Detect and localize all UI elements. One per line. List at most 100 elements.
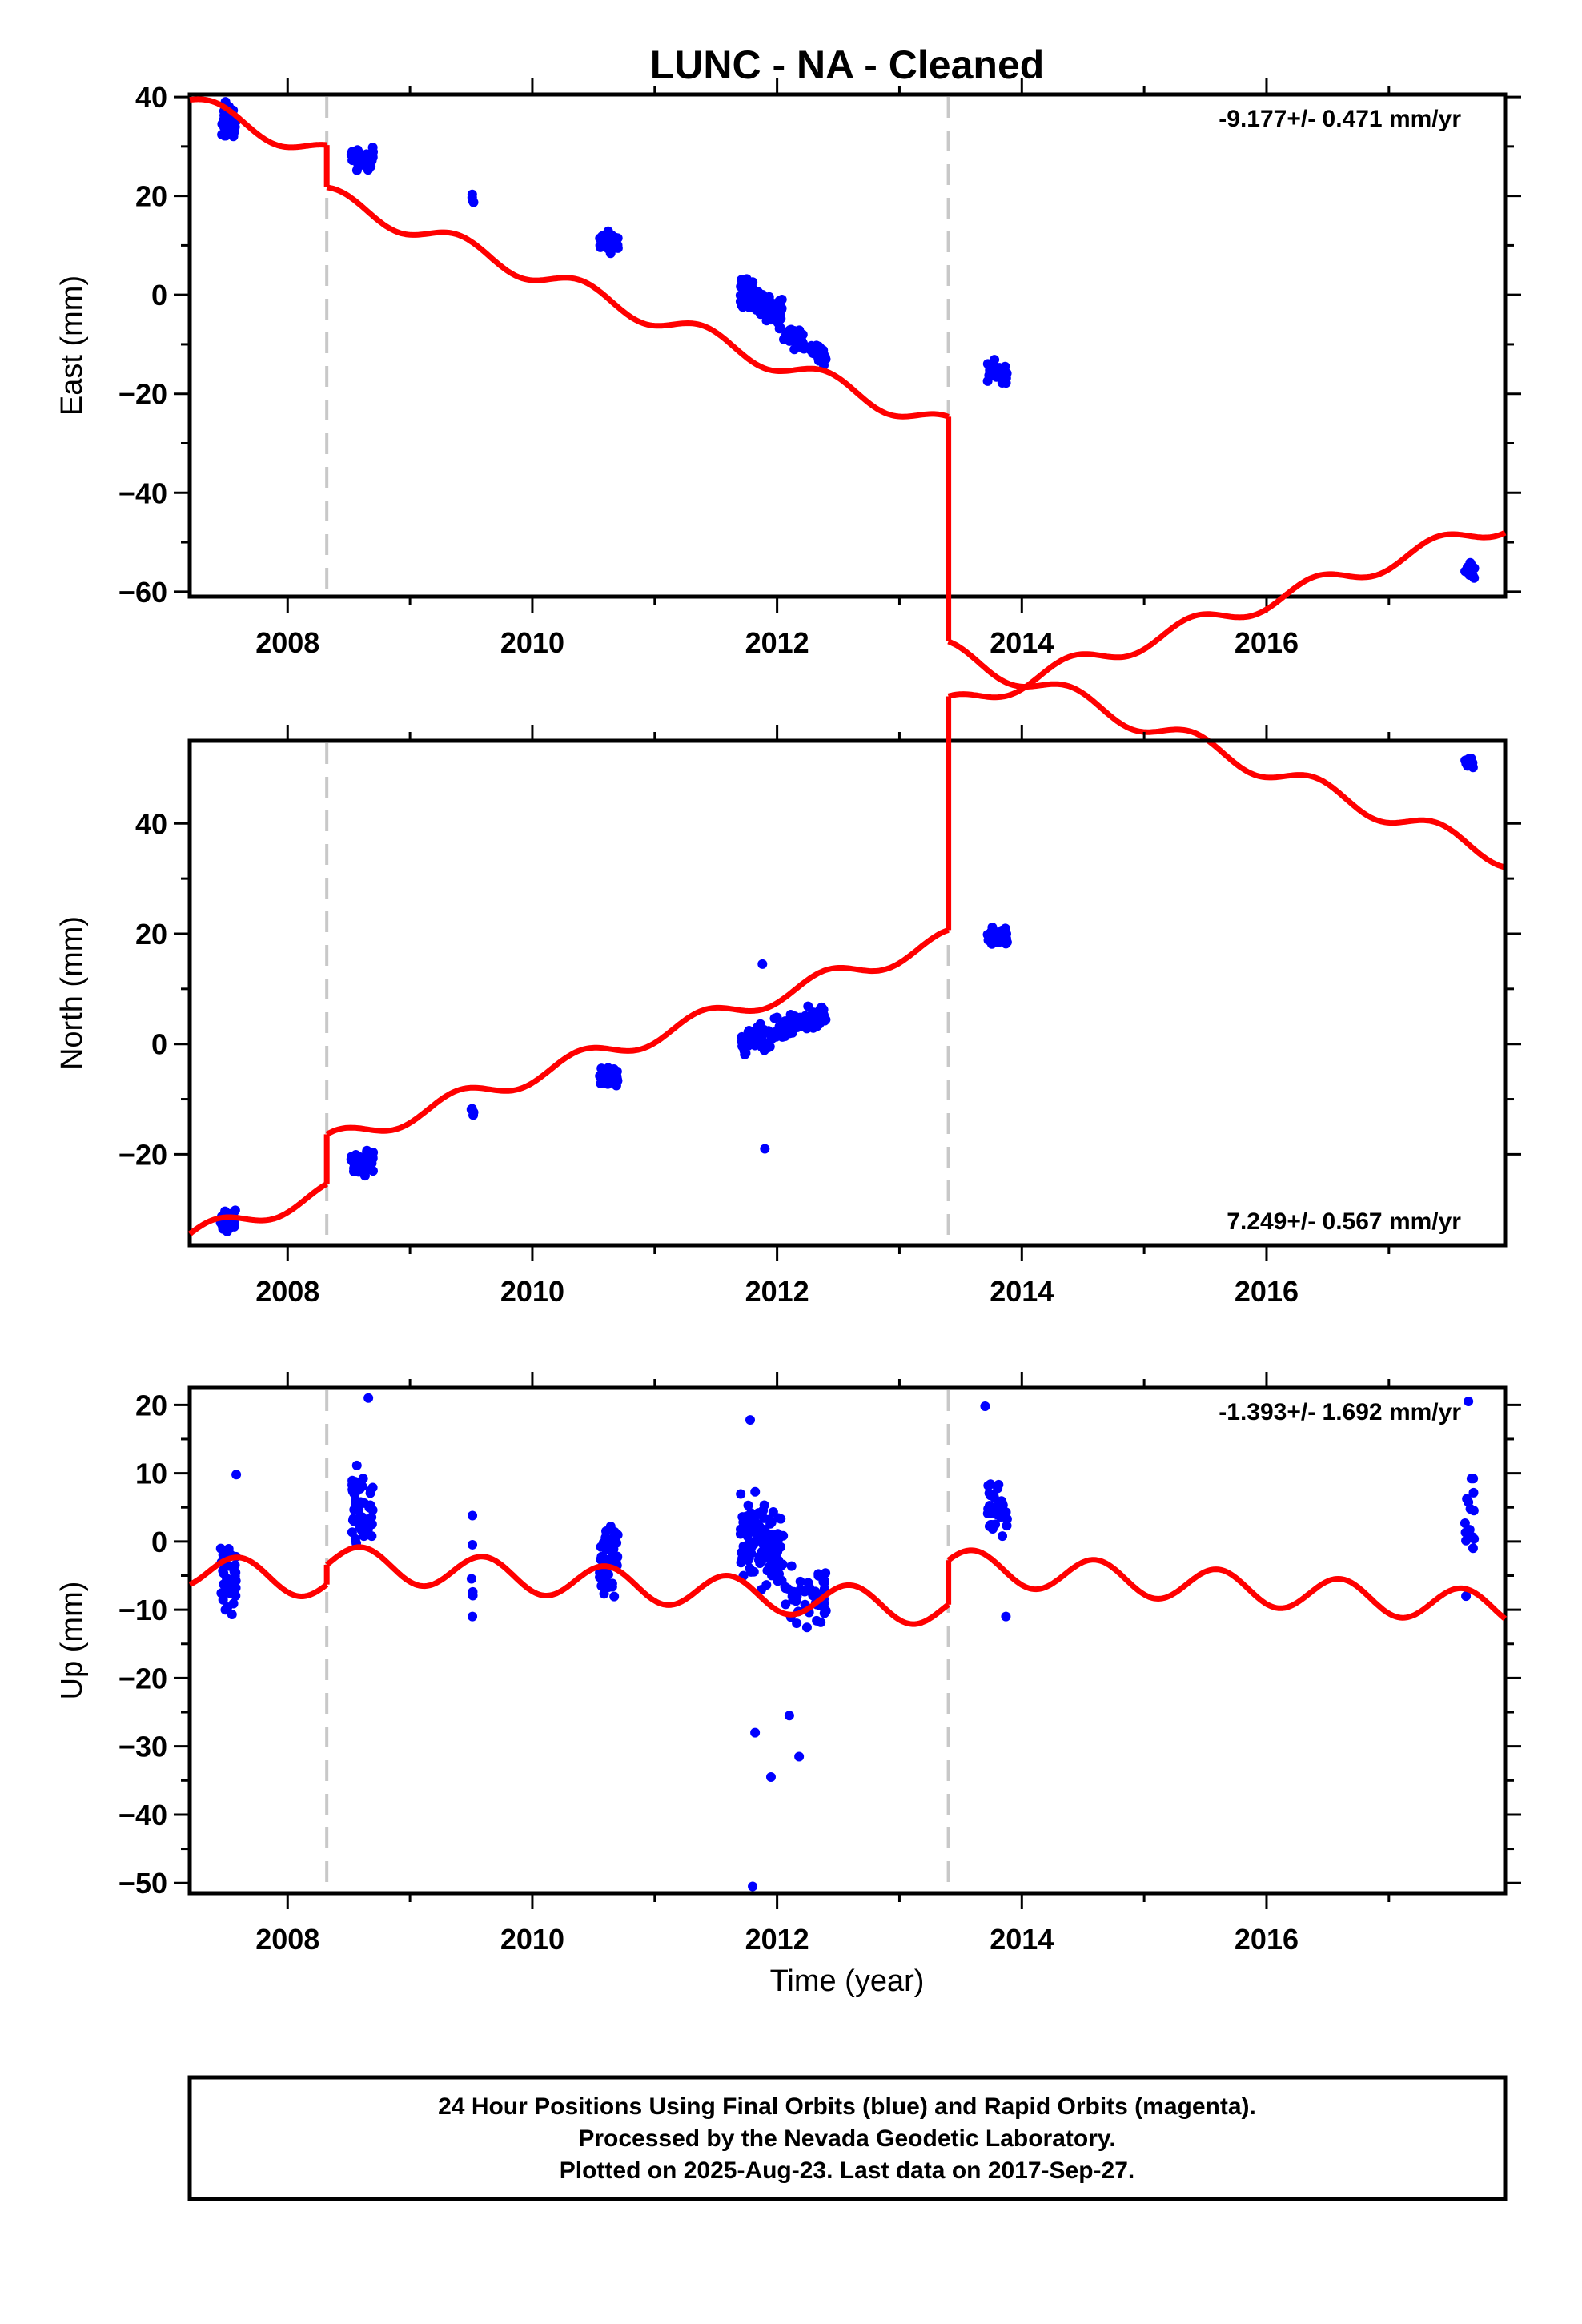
data-point bbox=[215, 1543, 226, 1554]
data-point bbox=[764, 1514, 774, 1525]
data-point bbox=[350, 1165, 360, 1176]
data-point bbox=[468, 1590, 478, 1601]
data-point bbox=[813, 1570, 824, 1581]
model-curve-segment bbox=[187, 1181, 329, 1236]
data-point bbox=[811, 348, 821, 359]
footer-box: 24 Hour Positions Using Final Orbits (bl… bbox=[187, 2075, 1508, 2201]
data-point bbox=[350, 1534, 360, 1544]
y-tick-label: −40 bbox=[118, 476, 167, 509]
rate-label: -1.393+/- 1.692 mm/yr bbox=[1219, 1399, 1461, 1425]
data-point bbox=[351, 1460, 362, 1470]
panel-frame-north bbox=[187, 738, 1508, 1248]
data-point bbox=[351, 1499, 361, 1510]
x-tick-label: 2014 bbox=[990, 1923, 1054, 1956]
x-tick-label: 2016 bbox=[1235, 1275, 1299, 1308]
y-tick-label: −20 bbox=[118, 378, 167, 411]
data-point bbox=[800, 1011, 810, 1021]
y-axis-label: East (mm) bbox=[55, 275, 89, 416]
model-curve-segment bbox=[947, 530, 1507, 701]
y-tick-label: −10 bbox=[118, 1594, 167, 1626]
data-point bbox=[745, 1563, 755, 1574]
data-point bbox=[773, 1529, 783, 1539]
y-tick-label: 20 bbox=[135, 1389, 167, 1421]
y-tick-label: −60 bbox=[118, 576, 167, 609]
data-point bbox=[776, 1514, 786, 1524]
data-point bbox=[986, 1479, 996, 1490]
y-tick-label: −30 bbox=[118, 1731, 167, 1763]
data-point bbox=[818, 349, 829, 360]
data-point bbox=[757, 1536, 768, 1546]
data-point bbox=[760, 1144, 770, 1154]
data-point bbox=[352, 1155, 363, 1165]
x-tick-label: 2014 bbox=[990, 1275, 1054, 1308]
data-point bbox=[609, 1526, 620, 1537]
data-point bbox=[749, 1026, 760, 1036]
x-axis-label: Time (year) bbox=[770, 1964, 925, 1998]
data-point bbox=[736, 1489, 746, 1499]
data-point bbox=[468, 1107, 479, 1117]
data-point bbox=[797, 329, 808, 340]
data-point bbox=[748, 1526, 758, 1536]
data-point bbox=[812, 1014, 822, 1024]
x-tick-label: 2008 bbox=[255, 1275, 319, 1308]
y-axis-label: Up (mm) bbox=[55, 1582, 89, 1700]
data-point bbox=[797, 338, 808, 348]
panel-north: 2008 2010 2012 2014 2016 40 20 0 −20 North (mm) 7.… bbox=[55, 530, 1521, 1308]
data-point bbox=[468, 1510, 478, 1521]
data-point bbox=[363, 1393, 374, 1403]
data-point bbox=[223, 1543, 234, 1554]
data-point bbox=[1464, 1397, 1474, 1407]
data-point bbox=[801, 1023, 812, 1034]
data-point bbox=[357, 1481, 367, 1491]
data-point bbox=[231, 1470, 242, 1480]
data-point bbox=[739, 1519, 749, 1530]
data-point bbox=[775, 322, 785, 332]
data-point bbox=[602, 237, 612, 247]
data-point bbox=[612, 1538, 622, 1548]
data-point bbox=[989, 935, 999, 945]
data-point bbox=[994, 1479, 1004, 1490]
x-tick-label: 2010 bbox=[500, 1275, 564, 1308]
data-point bbox=[758, 1505, 769, 1515]
data-point bbox=[359, 1165, 370, 1176]
data-point bbox=[781, 1599, 791, 1610]
data-point bbox=[220, 1605, 231, 1615]
model-curve-segment bbox=[187, 96, 329, 151]
y-tick-label: 20 bbox=[135, 918, 167, 951]
data-point bbox=[349, 1488, 359, 1498]
data-point bbox=[792, 1591, 802, 1602]
footer-line-3: Plotted on 2025-Aug-23. Last data on 201… bbox=[560, 2157, 1135, 2184]
data-point bbox=[612, 241, 623, 251]
x-tick-label: 2016 bbox=[1235, 626, 1299, 659]
data-point bbox=[989, 1492, 999, 1502]
data-point bbox=[224, 1561, 235, 1571]
panel-frame-east bbox=[187, 92, 1508, 599]
y-tick-label: 10 bbox=[135, 1458, 167, 1490]
data-point bbox=[761, 1529, 772, 1539]
data-point bbox=[736, 281, 746, 292]
model-curve-segment bbox=[326, 184, 950, 420]
footer-line-1: 24 Hour Positions Using Final Orbits (bl… bbox=[438, 2093, 1256, 2120]
data-point bbox=[1001, 929, 1011, 939]
data-point bbox=[607, 1582, 617, 1592]
data-point bbox=[998, 1531, 1008, 1542]
data-point bbox=[223, 115, 234, 125]
data-point bbox=[367, 1482, 378, 1493]
data-point bbox=[801, 1622, 812, 1633]
data-point bbox=[746, 1548, 757, 1558]
x-tick-label: 2008 bbox=[255, 1923, 319, 1956]
data-point bbox=[363, 155, 373, 165]
data-point bbox=[777, 295, 787, 305]
data-point bbox=[367, 1512, 377, 1522]
x-tick-label: 2012 bbox=[745, 626, 809, 659]
y-axis-label: North (mm) bbox=[55, 916, 89, 1070]
data-point bbox=[794, 1751, 805, 1762]
data-point bbox=[1461, 1591, 1472, 1602]
data-point bbox=[750, 1486, 761, 1497]
data-point bbox=[599, 1572, 609, 1582]
data-point bbox=[784, 1711, 794, 1721]
model-curve-segment bbox=[946, 1547, 1508, 1622]
data-point bbox=[773, 1546, 783, 1557]
data-point bbox=[1460, 1518, 1470, 1529]
